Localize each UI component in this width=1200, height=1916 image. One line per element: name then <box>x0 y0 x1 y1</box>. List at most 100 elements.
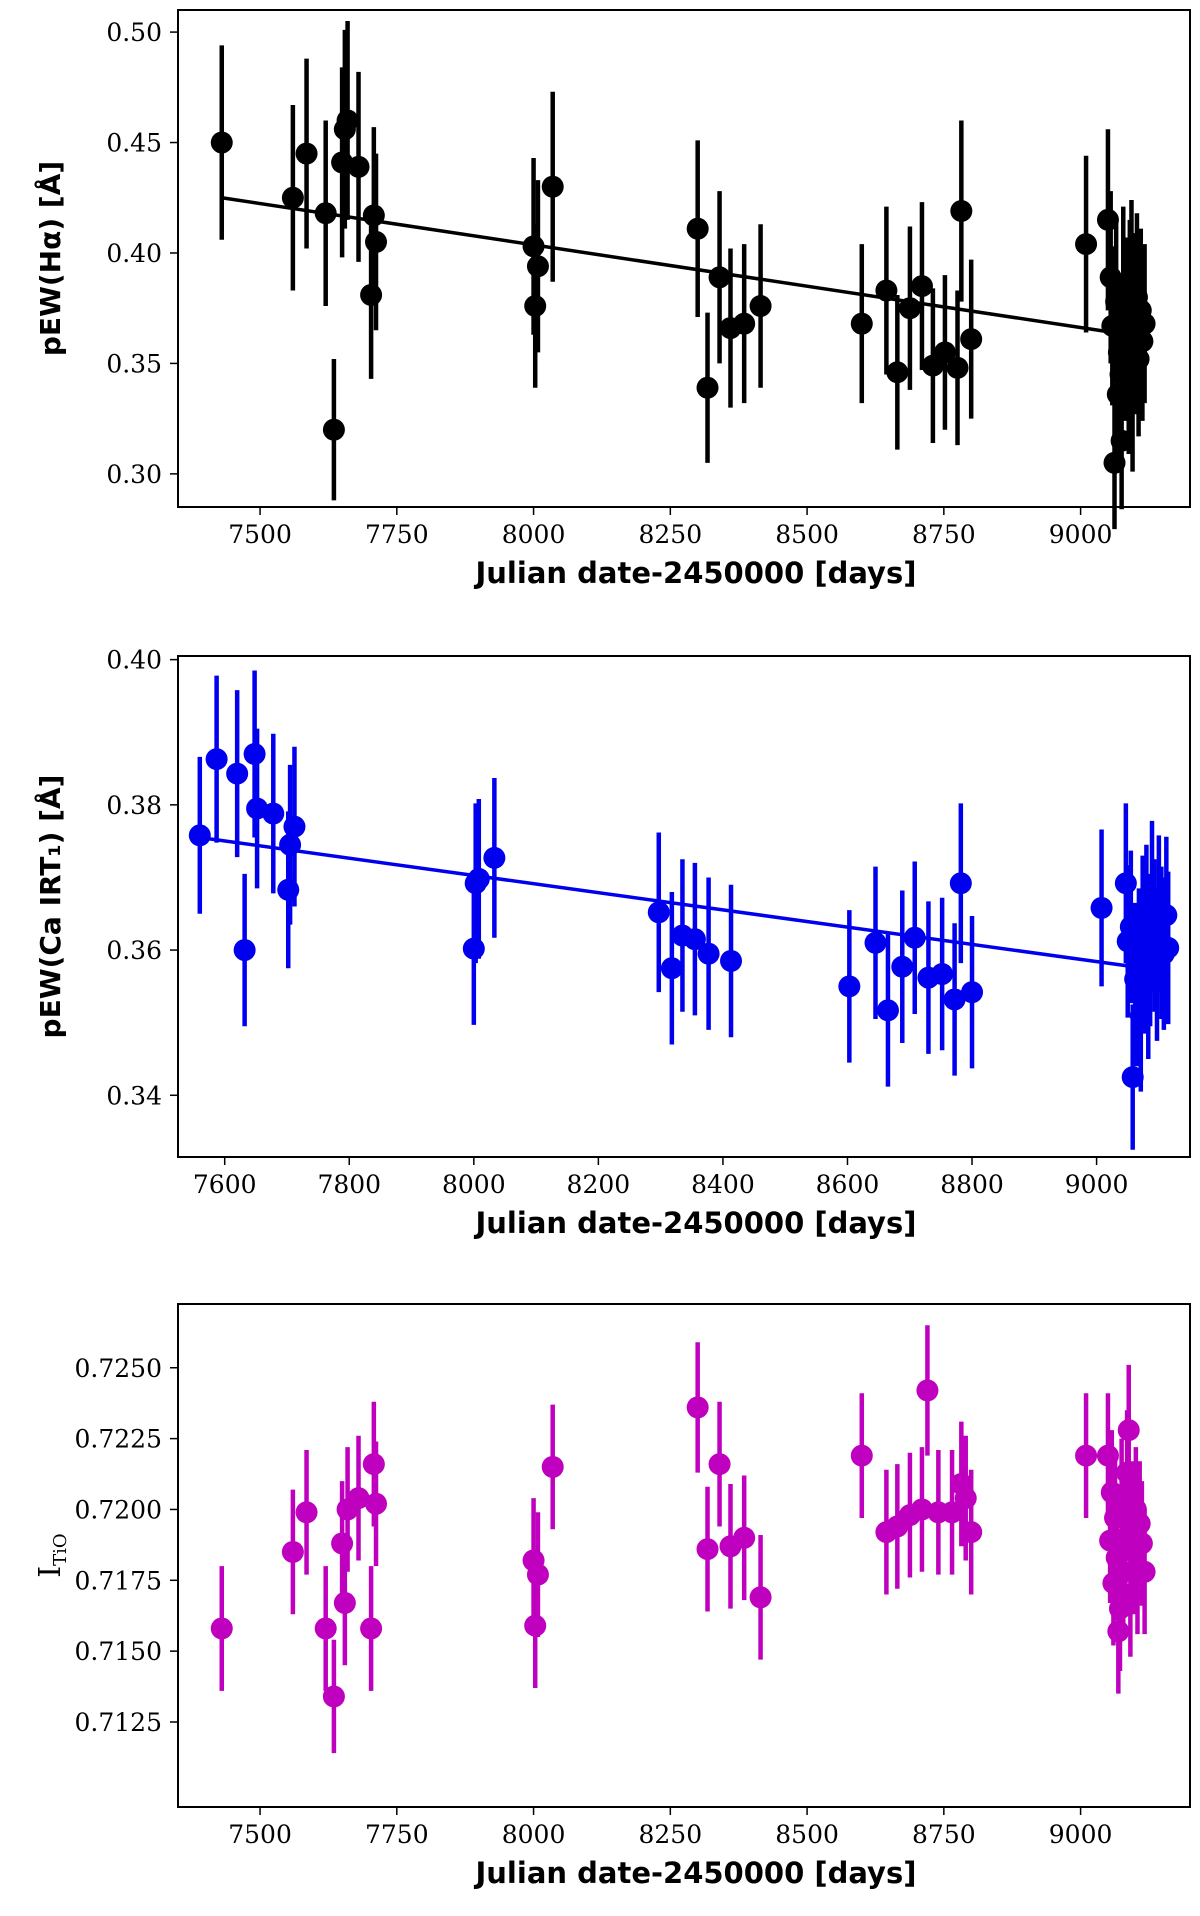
halpha-data-point <box>322 418 345 441</box>
halpha-plot-frame <box>177 9 1191 508</box>
tio-data-point <box>524 1614 547 1637</box>
tio-panel: 7500 7750 8000 8250 8500 8750 9000 0.7125 0.7150… <box>33 1303 1191 1890</box>
ca-irt-x-tick-label: 8400 <box>691 1170 755 1199</box>
tio-data-point <box>686 1396 709 1419</box>
halpha-data-point <box>875 279 898 302</box>
tio-y-tick-label: 0.7225 <box>75 1425 162 1454</box>
tio-x-tick-label: 9000 <box>1049 1820 1113 1849</box>
halpha-fit-line <box>221 196 1114 335</box>
halpha-y-tick-label: 0.40 <box>106 239 162 268</box>
tio-data-point <box>1128 1512 1151 1535</box>
halpha-data-point <box>336 109 359 132</box>
ca-irt-x-tick-label: 7600 <box>193 1170 257 1199</box>
halpha-data-point <box>365 230 388 253</box>
halpha-data-point <box>1121 387 1144 410</box>
ca-irt-data-point <box>1121 1066 1144 1089</box>
halpha-x-tick-label: 8500 <box>775 520 839 549</box>
ca-irt-data-point <box>1090 896 1113 919</box>
halpha-data-point <box>526 255 549 278</box>
ca-irt-data-point <box>277 878 300 901</box>
ca-irt-data-point <box>683 928 706 951</box>
ca-irt-data-point <box>838 975 861 998</box>
halpha-data-point <box>686 217 709 240</box>
halpha-data-point <box>708 266 731 289</box>
ca-irt-y-tick-label: 0.36 <box>106 936 162 965</box>
ca-irt-data-point <box>720 949 743 972</box>
halpha-data-point <box>541 175 564 198</box>
tio-data-point <box>850 1444 873 1467</box>
tio-x-tick-label: 8000 <box>502 1820 566 1849</box>
halpha-data-point <box>898 297 921 320</box>
halpha-data-point <box>362 204 385 227</box>
halpha-data-point <box>950 200 973 223</box>
tio-data-point <box>696 1538 719 1561</box>
tio-data-point <box>331 1532 354 1555</box>
ca-irt-x-tick-label: 8200 <box>567 1170 631 1199</box>
tio-x-tick-label: 8250 <box>639 1820 703 1849</box>
tio-data-point <box>749 1586 772 1609</box>
halpha-data-point <box>946 356 969 379</box>
ca-irt-x-tick-label: 8000 <box>442 1170 506 1199</box>
ca-irt-data-point <box>279 833 302 856</box>
ca-irt-data-point <box>931 963 954 986</box>
tio-data-point <box>526 1563 549 1586</box>
tio-data-point <box>322 1685 345 1708</box>
tio-data-point <box>1107 1620 1130 1643</box>
halpha-panel: 7500 7750 8000 8250 8500 8750 9000 0.30 0.35 0.40… <box>33 9 1191 590</box>
halpha-data-point <box>696 376 719 399</box>
tio-y-axis-label-sub: TiO <box>50 1533 71 1566</box>
tio-y-axis-label: ITiO <box>33 1533 71 1577</box>
halpha-x-tick-label: 8000 <box>502 520 566 549</box>
ca-irt-data-point <box>1137 971 1160 994</box>
tio-data-point <box>295 1501 318 1524</box>
halpha-data-point <box>360 283 383 306</box>
ca-irt-data-point <box>283 815 306 838</box>
halpha-x-tick-label: 9000 <box>1049 520 1113 549</box>
halpha-data-point <box>749 294 772 317</box>
halpha-data-point <box>314 202 337 225</box>
halpha-y-tick-label: 0.30 <box>106 460 162 489</box>
tio-x-axis-label: Julian date-2450000 [days] <box>474 1856 917 1890</box>
halpha-x-tick-label: 8250 <box>639 520 703 549</box>
ca-irt-data-point <box>660 957 683 980</box>
tio-x-tick-label: 8750 <box>912 1820 976 1849</box>
halpha-data-point <box>1117 367 1140 390</box>
ca-irt-y-tick-label: 0.38 <box>106 791 162 820</box>
ca-irt-data-point <box>226 762 249 785</box>
tio-data-point <box>1096 1444 1119 1467</box>
tio-y-tick-label: 0.7125 <box>75 1708 162 1737</box>
halpha-data-point <box>1131 330 1154 353</box>
halpha-data-point <box>1075 233 1098 256</box>
tio-data-point <box>960 1521 983 1544</box>
ca-irt-data-point <box>943 988 966 1011</box>
tio-data-point <box>1075 1444 1098 1467</box>
ca-irt-data-point <box>483 846 506 869</box>
tio-data-point <box>1117 1419 1140 1442</box>
ca-irt-data-point <box>1129 1004 1152 1027</box>
halpha-data-point <box>886 361 909 384</box>
tio-y-tick-label: 0.7250 <box>75 1354 162 1383</box>
tio-data-point <box>333 1591 356 1614</box>
ca-irt-x-axis-label: Julian date-2450000 [days] <box>474 1206 917 1240</box>
tio-y-tick-label: 0.7150 <box>75 1637 162 1666</box>
tio-data-point <box>210 1617 233 1640</box>
halpha-data-point <box>910 275 933 298</box>
ca-irt-data-point <box>961 981 984 1004</box>
ca-irt-y-tick-label: 0.40 <box>106 646 162 675</box>
halpha-data-point <box>733 312 756 335</box>
ca-irt-y-tick-label: 0.34 <box>106 1081 162 1110</box>
tio-data-point <box>1104 1506 1127 1529</box>
ca-irt-data-point <box>891 955 914 978</box>
halpha-data-point <box>210 131 233 154</box>
ca-irt-plot-frame <box>177 655 1191 1158</box>
halpha-data-point <box>347 155 370 178</box>
tio-data-point <box>281 1540 304 1563</box>
tio-data-point <box>541 1455 564 1478</box>
halpha-y-tick-label: 0.45 <box>106 129 162 158</box>
tio-x-tick-label: 7500 <box>228 1820 292 1849</box>
halpha-data-point <box>1133 312 1156 335</box>
tio-data-point <box>1116 1461 1139 1484</box>
ca-irt-data-point <box>949 872 972 895</box>
ca-irt-fit-line <box>199 835 1135 969</box>
